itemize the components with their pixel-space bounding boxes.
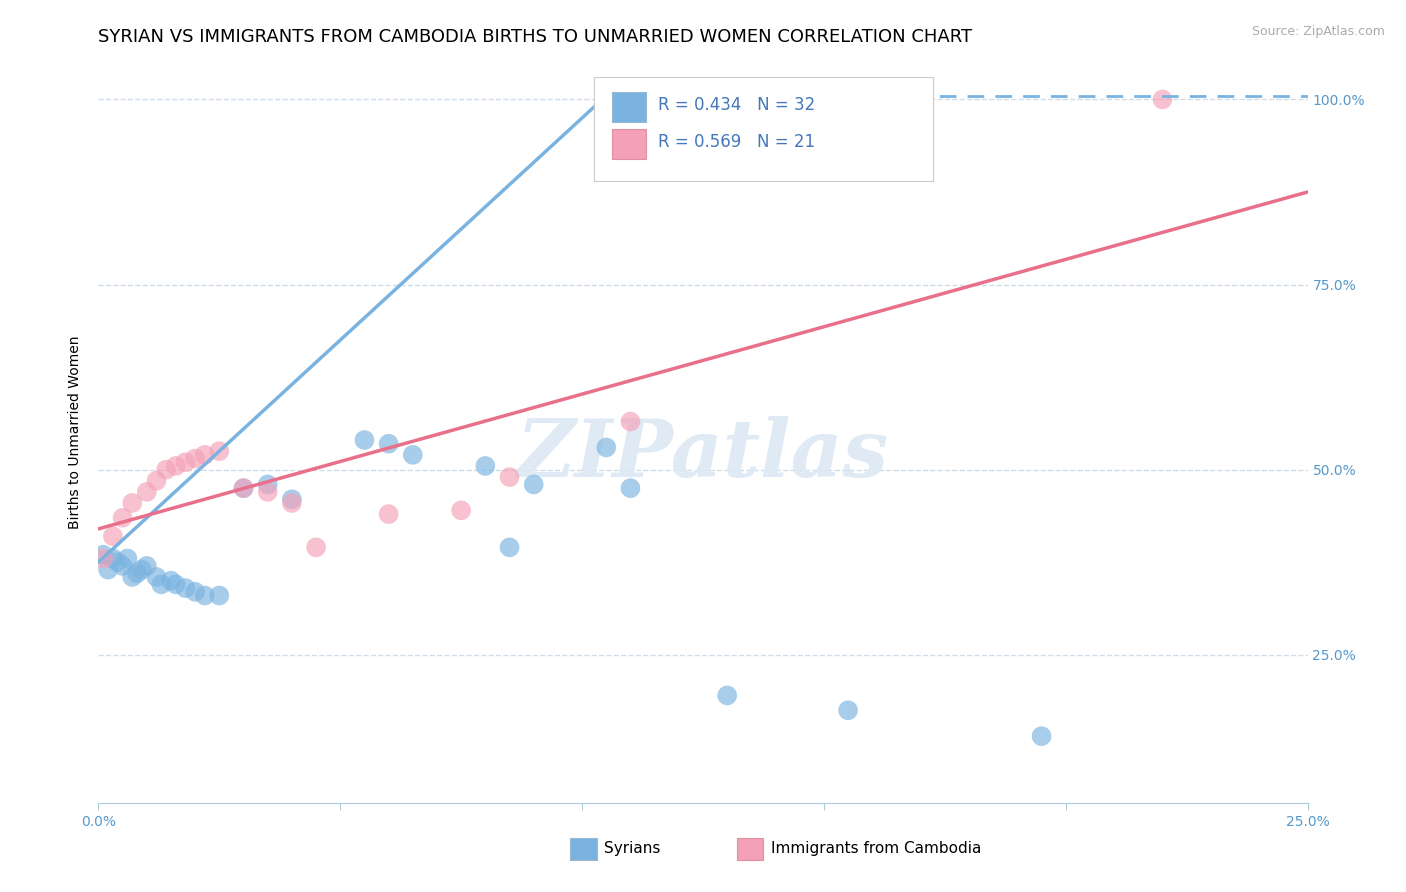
Point [121,496,143,510]
Point [619,415,641,429]
Point [117,551,139,566]
Point [402,448,425,462]
Point [150,577,173,591]
Point [595,441,617,455]
Point [619,481,641,495]
Text: SYRIAN VS IMMIGRANTS FROM CAMBODIA BIRTHS TO UNMARRIED WOMEN CORRELATION CHART: SYRIAN VS IMMIGRANTS FROM CAMBODIA BIRTH… [98,28,973,45]
Point [121,570,143,584]
Point [155,462,177,476]
Point [165,458,187,473]
Point [184,584,207,599]
Text: ZIPatlas: ZIPatlas [517,416,889,493]
Text: Immigrants from Cambodia: Immigrants from Cambodia [770,841,981,856]
Point [91,551,114,566]
Point [1152,92,1174,106]
Point [101,529,124,543]
Point [145,570,167,584]
Point [377,507,399,521]
Point [111,510,134,524]
Point [837,703,859,717]
Point [160,574,183,588]
Point [305,541,328,555]
Point [131,563,153,577]
Point [523,477,546,491]
Point [174,455,197,469]
Point [127,566,149,581]
Point [232,481,254,495]
Point [450,503,472,517]
Point [256,484,278,499]
Point [716,689,738,703]
FancyBboxPatch shape [595,78,932,181]
Point [208,589,231,603]
Point [353,433,375,447]
FancyBboxPatch shape [569,838,596,860]
Point [107,555,129,569]
Point [111,558,134,573]
Point [232,481,254,495]
Text: Source: ZipAtlas.com: Source: ZipAtlas.com [1251,25,1385,38]
Point [135,558,157,573]
Point [498,541,520,555]
Point [101,551,124,566]
Point [281,496,304,510]
Point [184,451,207,466]
Point [208,444,231,458]
Text: R = 0.569   N = 21: R = 0.569 N = 21 [658,133,815,151]
Point [377,436,399,450]
FancyBboxPatch shape [613,92,647,121]
FancyBboxPatch shape [613,129,647,159]
Point [135,484,157,499]
Point [498,470,520,484]
Text: R = 0.434   N = 32: R = 0.434 N = 32 [658,96,815,114]
Point [145,474,167,488]
Point [174,581,197,595]
Point [281,492,304,507]
Point [97,563,120,577]
Point [1031,729,1053,743]
Point [256,477,278,491]
Y-axis label: Births to Unmarried Women: Births to Unmarried Women [69,336,83,529]
Point [165,577,187,591]
Point [194,448,217,462]
Point [474,458,496,473]
Text: Syrians: Syrians [603,841,661,856]
FancyBboxPatch shape [737,838,763,860]
Point [91,548,114,562]
Point [194,589,217,603]
